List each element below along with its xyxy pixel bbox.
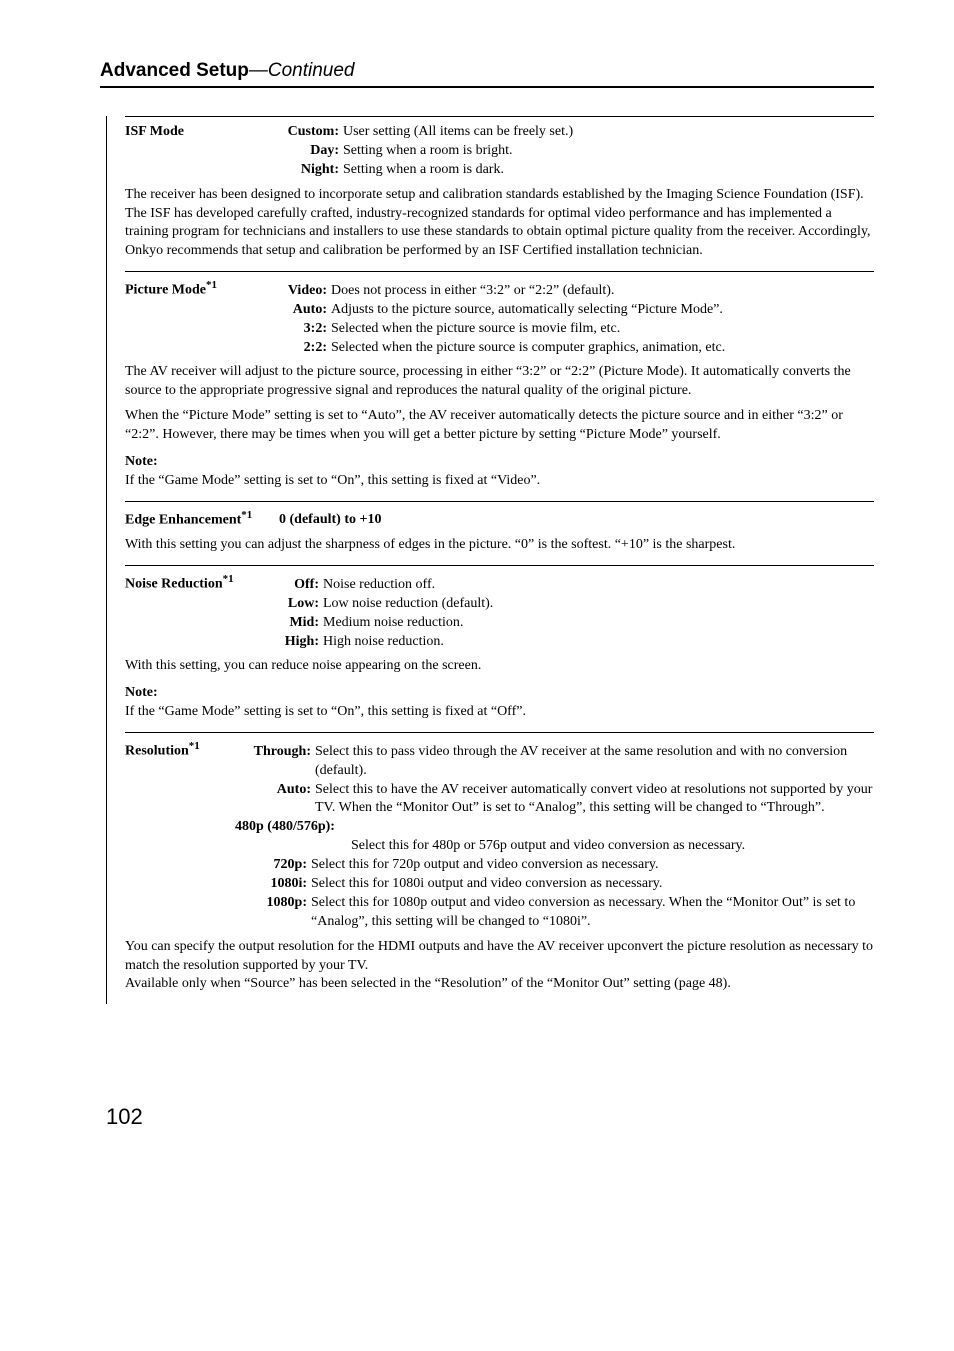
res-auto-key: Auto:: [239, 781, 315, 800]
res-auto-val: Select this to have the AV receiver auto…: [315, 781, 874, 819]
pic-auto-val: Adjusts to the picture source, automatic…: [331, 301, 874, 320]
isf-day-val: Setting when a room is bright.: [343, 142, 874, 161]
res-720-val: Select this for 720p output and video co…: [311, 856, 874, 875]
res-720-key: 720p:: [235, 856, 311, 875]
res-through-key: Through:: [239, 743, 315, 762]
res-through-val: Select this to pass video through the AV…: [315, 743, 874, 781]
res-1080i-key: 1080i:: [235, 875, 311, 894]
header-title: Advanced Setup: [100, 60, 249, 81]
noise-low-key: Low:: [279, 595, 323, 614]
isf-description: The receiver has been designed to incorp…: [125, 186, 874, 262]
noise-off-key: Off:: [279, 576, 323, 595]
noise-text: Noise Reduction: [125, 577, 223, 592]
setting-edge-enhancement: Edge Enhancement*1 0 (default) to +10: [125, 501, 874, 541]
noise-off-val: Noise reduction off.: [323, 576, 874, 595]
pic-22-val: Selected when the picture source is comp…: [331, 339, 874, 358]
edge-sup: *1: [241, 509, 252, 521]
noise-sup: *1: [223, 573, 234, 585]
pic-32-val: Selected when the picture source is movi…: [331, 320, 874, 339]
edge-text: Edge Enhancement: [125, 512, 241, 527]
isf-custom-val: User setting (All items can be freely se…: [343, 123, 874, 142]
picture-note: If the “Game Mode” setting is set to “On…: [125, 472, 874, 491]
section-header: Advanced Setup—Continued: [100, 60, 874, 88]
edge-value: 0 (default) to +10: [279, 511, 381, 530]
noise-high-val: High noise reduction.: [323, 633, 874, 652]
pic-video-key: Video:: [279, 282, 331, 301]
res-1080p-key: 1080p:: [235, 894, 311, 913]
noise-mid-key: Mid:: [279, 614, 323, 633]
content-body: ISF Mode Custom:User setting (All items …: [106, 116, 874, 1004]
picture-desc1: The AV receiver will adjust to the pictu…: [125, 363, 874, 401]
res-1080p-val: Select this for 1080p output and video c…: [311, 894, 874, 932]
setting-resolution: Resolution*1 Through:Select this to pass…: [125, 732, 874, 1004]
noise-high-key: High:: [279, 633, 323, 652]
isf-night-val: Setting when a room is dark.: [343, 161, 874, 180]
pic-video-val: Does not process in either “3:2” or “2:2…: [331, 282, 874, 301]
resolution-desc1: You can specify the output resolution fo…: [125, 938, 874, 976]
picture-note-label: Note:: [125, 453, 874, 472]
res-480-key: 480p (480/576p):: [235, 818, 339, 837]
page-number: 102: [106, 1104, 874, 1130]
resolution-desc2: Available only when “Source” has been se…: [125, 975, 874, 994]
res-480-val: Select this for 480p or 576p output and …: [311, 837, 874, 856]
pic-22-key: 2:2:: [279, 339, 331, 358]
res-1080i-val: Select this for 1080i output and video c…: [311, 875, 874, 894]
noise-mid-val: Medium noise reduction.: [323, 614, 874, 633]
edge-label: Edge Enhancement*1: [125, 508, 279, 531]
noise-label: Noise Reduction*1: [125, 572, 279, 595]
picture-desc2: When the “Picture Mode” setting is set t…: [125, 407, 874, 445]
isf-day-key: Day:: [279, 142, 343, 161]
setting-picture-mode: Picture Mode*1 Video:Does not process in…: [125, 271, 874, 501]
edge-desc: With this setting you can adjust the sha…: [125, 536, 874, 555]
picture-mode-sup: *1: [206, 279, 217, 291]
resolution-text: Resolution: [125, 744, 189, 759]
pic-auto-key: Auto:: [279, 301, 331, 320]
noise-desc: With this setting, you can reduce noise …: [125, 657, 874, 676]
picture-mode-text: Picture Mode: [125, 283, 206, 298]
isf-night-key: Night:: [279, 161, 343, 180]
header-continued: —Continued: [249, 60, 355, 81]
noise-note-label: Note:: [125, 684, 874, 703]
pic-32-key: 3:2:: [279, 320, 331, 339]
noise-note: If the “Game Mode” setting is set to “On…: [125, 703, 874, 722]
isf-custom-key: Custom:: [279, 123, 343, 142]
isf-mode-label: ISF Mode: [125, 123, 279, 142]
picture-mode-label: Picture Mode*1: [125, 278, 279, 301]
setting-noise-reduction: Noise Reduction*1 Off:Noise reduction of…: [125, 565, 874, 732]
setting-isf-mode: ISF Mode Custom:User setting (All items …: [125, 116, 874, 271]
resolution-sup: *1: [189, 740, 200, 752]
noise-low-val: Low noise reduction (default).: [323, 595, 874, 614]
resolution-label: Resolution*1: [125, 739, 239, 762]
